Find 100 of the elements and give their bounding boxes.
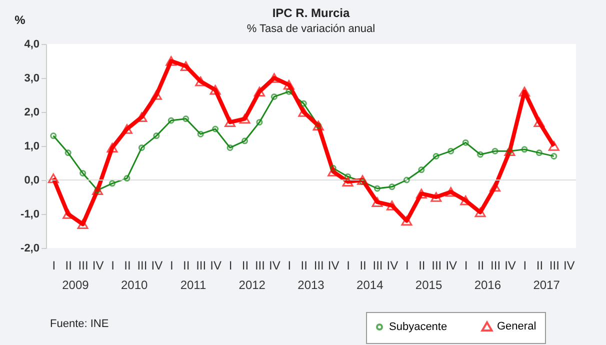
point	[432, 152, 440, 160]
x-tick-label: III	[372, 258, 383, 272]
text: 2017	[533, 278, 560, 292]
point	[401, 216, 412, 226]
x-tick-label: II	[418, 258, 426, 272]
x-tick-label: III	[490, 258, 501, 272]
y-tick-label: 4,0	[24, 38, 40, 50]
x-tick-label: IV	[504, 258, 516, 272]
point	[224, 117, 236, 128]
point	[64, 150, 72, 156]
point	[270, 93, 278, 100]
legend-label: General	[497, 320, 536, 332]
x-tick-label: II	[183, 258, 190, 272]
x-tick-label: IV	[328, 258, 340, 272]
x-tick-label: II	[65, 258, 72, 272]
point	[254, 86, 265, 96]
y-tick-label: 3,0	[24, 72, 40, 84]
point	[374, 185, 380, 192]
point	[212, 126, 219, 132]
x-tick-label: II	[300, 258, 308, 272]
point	[180, 61, 192, 71]
x-tick-label: IV	[386, 258, 398, 272]
point	[150, 90, 162, 100]
point	[300, 100, 307, 107]
text: 2016	[474, 278, 502, 292]
point	[386, 200, 398, 210]
x-tick-label: IV	[563, 258, 575, 272]
point	[462, 139, 469, 146]
x-tick-label: III	[137, 258, 148, 272]
point	[418, 166, 425, 174]
text: 2014	[356, 278, 384, 292]
point	[106, 142, 118, 153]
point	[534, 117, 545, 128]
x-tick-label: I	[288, 258, 292, 272]
point	[521, 146, 528, 153]
text: 2015	[415, 278, 442, 292]
x-tick-label: III	[432, 258, 442, 272]
point	[430, 192, 442, 202]
y-tick-label: 1,0	[24, 140, 40, 152]
x-tick-label: IV	[92, 258, 104, 272]
x-tick-label: I	[170, 258, 174, 272]
text: 2012	[238, 278, 266, 292]
point	[388, 184, 396, 190]
point	[448, 148, 454, 154]
x-tick-label: IV	[151, 258, 163, 272]
point	[195, 76, 206, 86]
source-note: Fuente: INE	[50, 318, 109, 330]
point	[298, 107, 310, 117]
x-tick-label: II	[124, 258, 131, 272]
y-axis-title: %	[14, 13, 26, 27]
point	[536, 150, 542, 156]
point	[492, 148, 498, 154]
x-tick-label: III	[254, 258, 265, 272]
y-tick-label: -1,0	[20, 208, 40, 220]
x-tick-label: IV	[446, 258, 458, 272]
point	[121, 124, 132, 134]
point	[166, 56, 177, 66]
point	[168, 117, 174, 124]
x-tick-label: III	[196, 258, 206, 272]
x-tick-label: I	[523, 258, 527, 272]
point	[283, 80, 294, 90]
x-tick-label: III	[78, 258, 88, 272]
legend-label: Subyacente	[389, 321, 448, 333]
text: 2009	[62, 278, 90, 292]
point	[312, 120, 324, 130]
x-tick-label: II	[477, 258, 484, 272]
point	[210, 85, 221, 95]
point	[77, 219, 88, 230]
point	[416, 188, 427, 198]
x-tick-label: II	[536, 258, 544, 272]
x-tick-label: III	[549, 258, 560, 272]
x-tick-label: II	[242, 258, 249, 272]
point	[548, 141, 560, 151]
point	[226, 144, 234, 151]
point	[48, 173, 59, 184]
point	[182, 116, 190, 122]
point	[197, 130, 204, 138]
x-tick-label: I	[52, 258, 56, 272]
point	[124, 175, 130, 182]
point	[474, 207, 486, 218]
x-tick-label: I	[346, 258, 350, 272]
x-tick-label: III	[314, 258, 324, 272]
point	[239, 114, 250, 124]
point	[92, 185, 104, 196]
text: 2013	[298, 278, 325, 292]
point	[477, 151, 484, 158]
x-tick-label: I	[228, 258, 232, 272]
point	[256, 118, 263, 126]
y-tick-label: 2,0	[24, 106, 40, 118]
y-tick-label: -2,0	[20, 242, 40, 254]
chart-subtitle: % Tasa de variación anual	[246, 23, 376, 35]
x-tick-label: II	[360, 258, 366, 272]
point	[109, 180, 116, 187]
x-tick-label: I	[406, 258, 409, 272]
y-tick-label: 0,0	[24, 174, 40, 186]
point	[504, 146, 516, 156]
point	[490, 182, 501, 192]
x-tick-label: I	[464, 258, 468, 272]
point	[372, 197, 383, 207]
point	[342, 176, 354, 187]
